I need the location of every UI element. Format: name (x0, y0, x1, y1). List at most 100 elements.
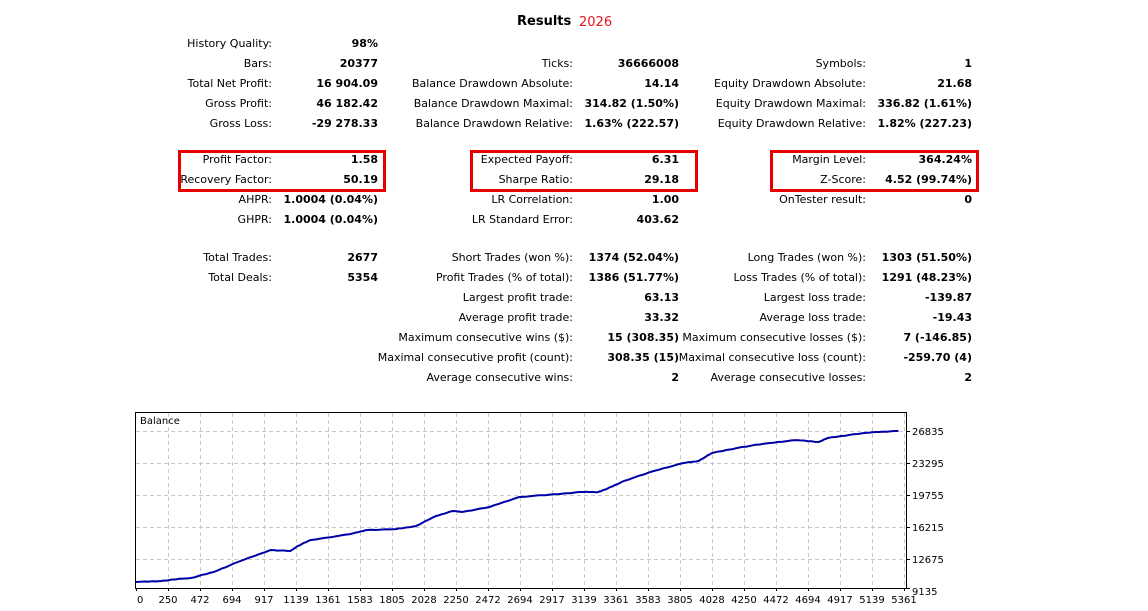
stat-label: Gross Loss: (209, 117, 272, 130)
x-tick-label: 3583 (635, 595, 660, 606)
stat-value: 2677 (347, 251, 378, 264)
stat-value: 63.13 (644, 291, 679, 304)
stat-label: Recovery Factor: (180, 173, 272, 186)
y-tick-label: 23295 (912, 459, 944, 470)
stat-value: 1.58 (350, 153, 378, 166)
stat-value: 364.24% (918, 153, 972, 166)
stat-value: -259.70 (4) (903, 351, 972, 364)
stat-value: 1.0004 (0.04%) (283, 213, 379, 226)
stat-value: 1.0004 (0.04%) (283, 193, 379, 206)
y-tick-label: 9135 (912, 587, 937, 598)
stat-value: 36666008 (617, 57, 679, 70)
stat-value: 50.19 (343, 173, 378, 186)
stat-value: 2 (671, 371, 679, 384)
stat-label: Maximal consecutive profit (count): (377, 351, 573, 364)
stat-label: Total Deals: (208, 271, 272, 284)
stat-value: 1.63% (222.57) (584, 117, 680, 130)
stat-label: Margin Level: (792, 153, 866, 166)
y-tick-label: 26835 (912, 427, 944, 438)
stat-value: 33.32 (644, 311, 679, 324)
page-title: Results (517, 14, 572, 29)
stat-value: 4.52 (99.74%) (885, 173, 972, 186)
balance-series-line (135, 430, 899, 583)
stat-label: Balance Drawdown Maximal: (413, 97, 573, 110)
stat-value: 1386 (51.77%) (588, 271, 679, 284)
stat-value: 2 (964, 371, 972, 384)
stat-value: 21.68 (937, 77, 972, 90)
stat-label: LR Standard Error: (471, 213, 573, 226)
stat-label: Average profit trade: (458, 311, 573, 324)
y-tick-label: 19755 (912, 491, 944, 502)
x-tick-label: 4694 (795, 595, 820, 606)
x-tick-label: 2694 (507, 595, 532, 606)
stat-value: 1374 (52.04%) (588, 251, 679, 264)
highlight-box-factors (178, 150, 386, 192)
stat-label: Equity Drawdown Relative: (717, 117, 866, 130)
stat-label: Short Trades (won %): (451, 251, 573, 264)
stat-value: 1.00 (651, 193, 679, 206)
x-tick-label: 1361 (315, 595, 340, 606)
year-annotation: 2026 (579, 15, 613, 30)
stat-label: Long Trades (won %): (747, 251, 866, 264)
highlight-box-margin (770, 150, 979, 192)
stat-label: GHPR: (237, 213, 272, 226)
stat-label: Profit Factor: (202, 153, 272, 166)
stat-label: Gross Profit: (205, 97, 272, 110)
stat-label: Expected Payoff: (480, 153, 573, 166)
stat-label: Z-Score: (820, 173, 866, 186)
y-axis-ticks: 9135 12675 16215 19755 23295 26835 (906, 427, 944, 598)
x-tick-label: 4250 (731, 595, 756, 606)
y-tick-label: 12675 (912, 555, 944, 566)
x-axis-ticks: 0 250 472 694 917 1139 1361 1583 1805 2028 2250 247… (136, 588, 917, 606)
chart-title: Balance (140, 416, 180, 427)
stat-label: Average loss trade: (759, 311, 866, 324)
stat-value: 336.82 (1.61%) (877, 97, 973, 110)
stat-value: 29.18 (644, 173, 679, 186)
stat-label: Profit Trades (% of total): (435, 271, 573, 284)
x-tick-label: 917 (254, 595, 273, 606)
x-tick-label: 1583 (347, 595, 372, 606)
stat-value: 0 (964, 193, 972, 206)
stat-label: Maximum consecutive losses ($): (682, 331, 866, 344)
stat-value: 6.31 (651, 153, 679, 166)
stat-label: Bars: (243, 57, 272, 70)
x-tick-label: 3805 (667, 595, 692, 606)
y-tick-label: 16215 (912, 523, 944, 534)
stat-value: 14.14 (644, 77, 679, 90)
x-tick-label: 4028 (699, 595, 724, 606)
x-tick-label: 250 (158, 595, 177, 606)
stat-label: Loss Trades (% of total): (733, 271, 866, 284)
stat-value: 7 (-146.85) (903, 331, 972, 344)
stat-label: LR Correlation: (491, 193, 573, 206)
stat-label: Total Net Profit: (187, 77, 272, 90)
stat-value: 5354 (347, 271, 378, 284)
stat-value: 46 182.42 (316, 97, 378, 110)
stat-label: Total Trades: (203, 251, 272, 264)
stat-label: Maximum consecutive wins ($): (398, 331, 573, 344)
stat-value: -29 278.33 (311, 117, 378, 130)
x-tick-label: 3139 (571, 595, 596, 606)
x-tick-label: 2028 (411, 595, 436, 606)
stat-label: Symbols: (815, 57, 866, 70)
x-tick-label: 2472 (475, 595, 500, 606)
stat-label: Sharpe Ratio: (498, 173, 573, 186)
x-tick-label: 4917 (827, 595, 852, 606)
x-tick-label: 694 (222, 595, 241, 606)
stat-label: Balance Drawdown Relative: (415, 117, 573, 130)
x-tick-label: 5361 (891, 595, 916, 606)
highlight-box-payoff (470, 150, 698, 192)
x-tick-label: 2250 (443, 595, 468, 606)
stat-value: 1303 (51.50%) (881, 251, 972, 264)
stat-value: 20377 (339, 57, 378, 70)
stat-value: 314.82 (1.50%) (584, 97, 680, 110)
stat-label: Largest loss trade: (763, 291, 866, 304)
x-tick-label: 1805 (379, 595, 404, 606)
stat-label: History Quality: (187, 37, 272, 50)
chart-grid (136, 413, 906, 588)
stat-value: 1 (964, 57, 972, 70)
stat-label: Equity Drawdown Absolute: (714, 77, 866, 90)
stat-value: 1291 (48.23%) (881, 271, 972, 284)
stat-label: Average consecutive losses: (710, 371, 866, 384)
stat-value: 15 (308.35) (607, 331, 679, 344)
stat-label: Equity Drawdown Maximal: (715, 97, 866, 110)
